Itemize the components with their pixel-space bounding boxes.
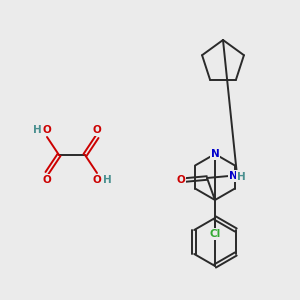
Text: H: H [33, 125, 41, 135]
Text: N: N [211, 149, 219, 159]
Text: O: O [43, 175, 51, 185]
Text: O: O [43, 125, 51, 135]
Text: H: H [237, 172, 245, 182]
Text: O: O [93, 175, 101, 185]
Text: Cl: Cl [209, 229, 220, 239]
Text: O: O [93, 125, 101, 135]
Text: H: H [103, 175, 111, 185]
Text: N: N [229, 171, 237, 181]
Text: O: O [177, 175, 185, 185]
